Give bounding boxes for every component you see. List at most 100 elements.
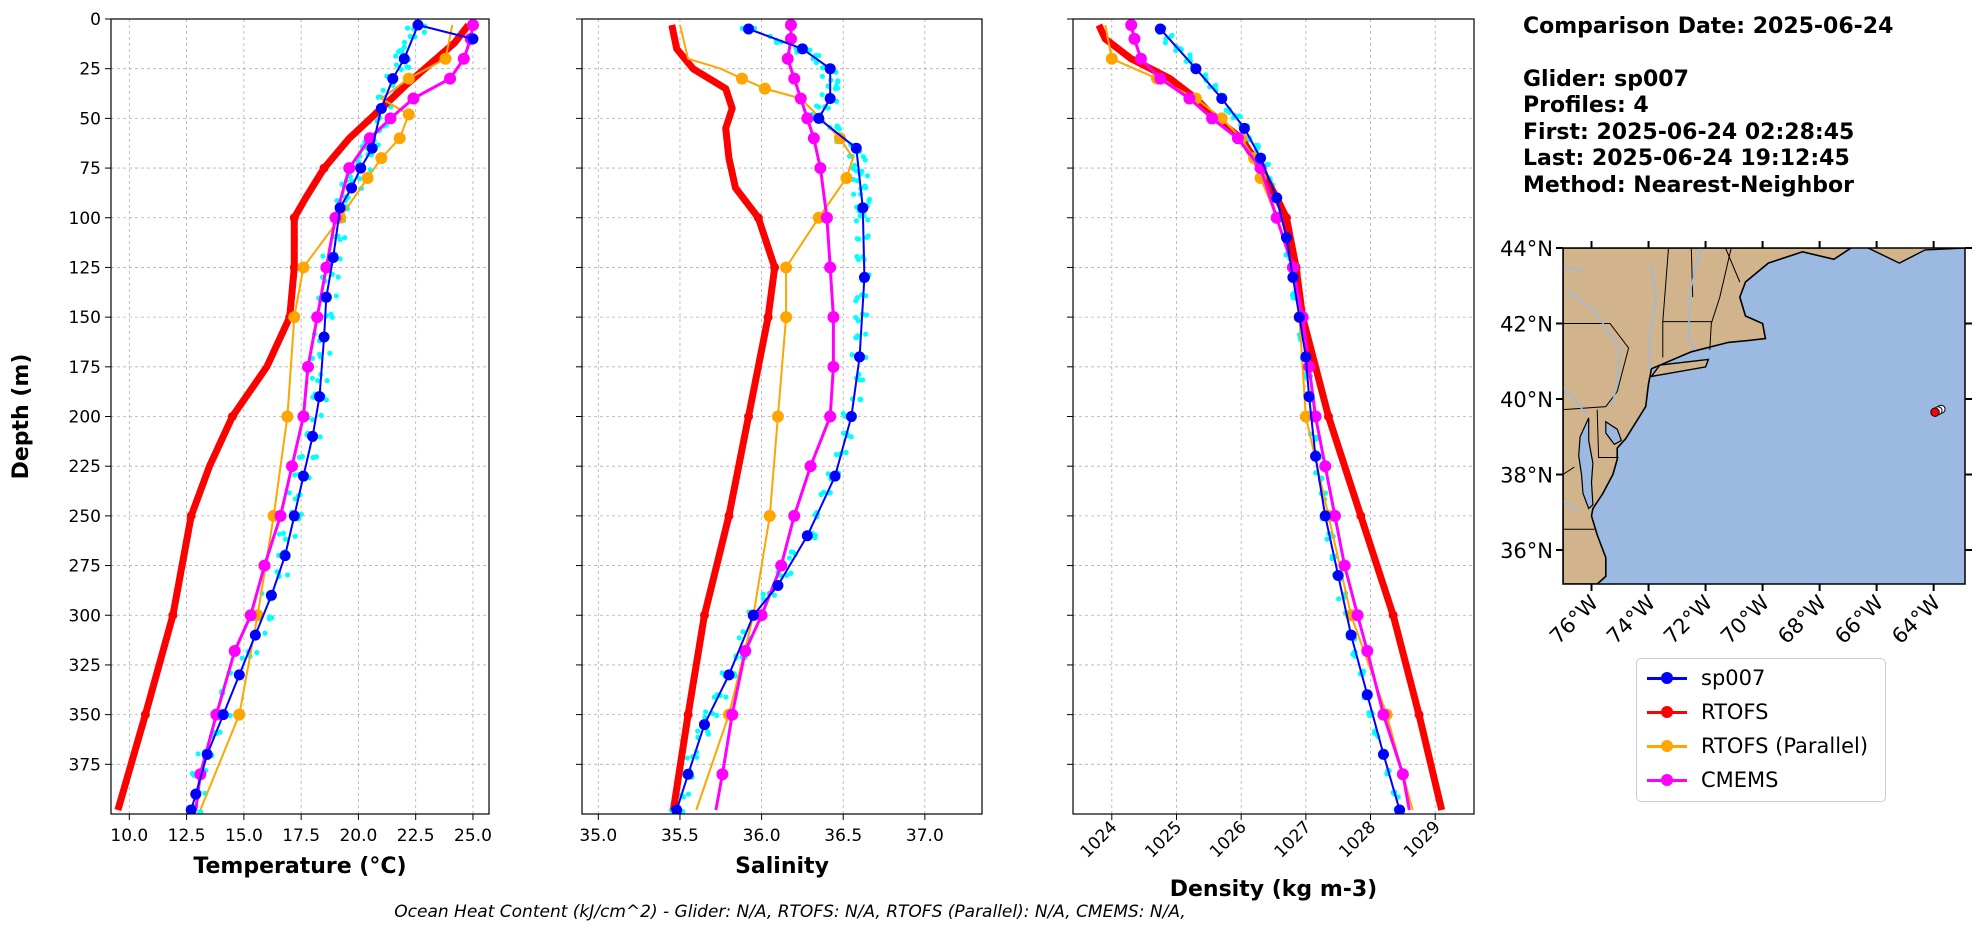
glider-marker [1293,311,1305,323]
raw-profile-point [1366,712,1372,718]
raw-profile-point [825,471,831,477]
map-content [1563,248,1965,584]
raw-profile-point [705,729,711,735]
raw-profile-point [318,412,324,419]
x-tick-label: 17.5 [282,826,320,846]
glider-marker [854,351,866,363]
raw-profile-point [1237,113,1243,120]
first-time: First: 2025-06-24 02:28:45 [1523,119,1855,145]
glider-marker [398,53,410,65]
raw-profile-point [324,377,330,384]
rtofs-marker [186,511,196,521]
raw-profile-point [684,755,691,761]
legend-item-rtofs: RTOFS [1645,697,1768,727]
raw-profile-point [309,417,316,423]
glider-marker [682,768,694,780]
y-tick-label: 375 [69,755,101,775]
lat-tick-label: 44°N [1500,237,1553,261]
y-tick-label: 50 [79,109,101,129]
glider-marker [772,579,784,591]
glider-marker [1345,629,1357,641]
map-frame [1562,247,1966,585]
ohc-caption: Ocean Heat Content (kJ/cm^2) - Glider: N… [394,902,1186,922]
chesapeake-bay [1578,417,1594,510]
cmems-marker [1125,19,1138,31]
river [1563,387,1587,415]
lon-tick-label: 76°W [1545,590,1603,648]
raw-profile-point [694,754,700,760]
rtofs-marker [744,412,754,421]
comparison-info: Comparison Date: 2025-06-24 Glider: sp00… [1523,14,1893,199]
rtofs-marker [227,412,237,421]
raw-profile-point [1371,730,1378,736]
raw-profile-point [342,235,348,241]
glider-marker [1361,689,1373,701]
y-tick-label: 25 [79,60,101,80]
raw-profile-point [819,92,825,98]
x-tick-label: 12.5 [168,826,206,846]
rtofs_parallel-marker [1105,52,1118,65]
raw-profile-point [317,434,323,440]
raw-profile-point [856,236,862,242]
rtofs-marker [1281,213,1291,223]
raw-profile-point [401,44,407,50]
glider-marker [190,788,202,800]
raw-profile-point [266,614,273,620]
raw-profile-point [254,649,260,656]
x-axis-label: Salinity [735,854,829,879]
x-tick-label: 35.5 [661,826,699,846]
raw-profile-point [329,314,335,320]
glider-marker [217,709,229,721]
raw-profile-point [313,454,320,460]
glider-marker [796,43,808,55]
glider-marker [850,142,862,154]
x-axis-label: Density (kg m-3) [1170,877,1378,902]
cmems-marker [274,509,287,522]
glider-marker [318,331,330,343]
lon-tick-label: 74°W [1602,590,1660,648]
glider-marker [412,19,424,31]
y-tick-label: 350 [69,706,101,726]
cmems-marker [775,559,788,572]
glider-marker [387,73,399,85]
glider-marker [265,589,277,601]
raw-profile-point [292,533,298,539]
cmems-marker [311,311,324,324]
x-tick-label: 37.0 [906,826,944,846]
raw-profile-point [380,87,386,93]
x-tick-label: 15.0 [225,826,263,846]
raw-profile-point [819,65,826,71]
cmems-marker [827,360,840,373]
y-tick-label: 100 [69,209,101,229]
legend-swatch-rtofs [1645,702,1689,722]
glider-marker [366,142,378,154]
glider-marker [858,271,870,283]
state-border [1596,409,1619,458]
x-tick-label: 25.0 [454,826,492,846]
river [1565,288,1621,407]
raw-profile-point [857,213,863,219]
rtofs_parallel-marker [1215,112,1228,125]
state-border [1725,248,1741,283]
rtofs-line [668,24,779,811]
cmems-marker [716,768,729,781]
y-tick-label: 250 [69,507,101,527]
lon-tick-label: 70°W [1716,590,1774,648]
rtofs-marker [1388,610,1398,620]
legend-label-rtofs-parallel: RTOFS (Parallel) [1701,734,1869,758]
cmems-marker [1231,132,1244,145]
raw-profile-point [197,809,203,814]
cmems-marker [1206,112,1219,125]
location-map: 76°W 74°W 72°W 70°W 68°W 66°W 64°W 36°N 38°N 40°N… [1500,237,1972,649]
river [1563,266,1584,272]
x-tick-label: 1024 [1077,817,1122,862]
glider-marker [1190,63,1202,75]
legend-swatch-cmems [1645,770,1689,790]
raw-profile-point [189,770,195,777]
raw-profile-point [298,511,304,517]
rtofs-marker [770,262,780,272]
cmems-marker [726,708,739,721]
rtofs_parallel-marker [771,410,784,423]
glider-marker [1394,804,1406,814]
x-tick-label: 22.5 [397,826,435,846]
